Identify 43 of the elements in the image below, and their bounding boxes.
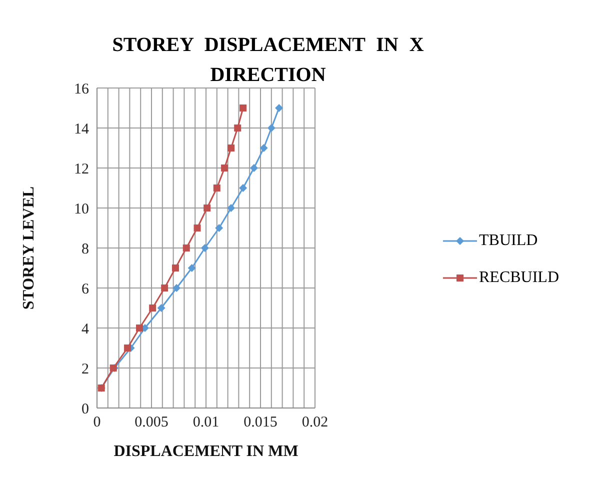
point: [213, 184, 220, 192]
point: [221, 164, 228, 172]
y-tick-label: 16: [74, 81, 90, 98]
x-tick-label: 0.02: [302, 414, 328, 431]
point: [215, 224, 224, 232]
point: [157, 304, 166, 312]
y-tick-label: 8: [82, 241, 89, 258]
y-tick-label: 2: [82, 361, 89, 378]
x-tick-label: 0.005: [134, 414, 168, 431]
y-tick-label: 4: [82, 321, 90, 338]
y-tick-label: 0: [82, 401, 89, 418]
chart-title: STOREY DISPLACEMENT IN X DIRECTION: [111, 33, 425, 88]
point: [149, 304, 156, 312]
point: [194, 224, 201, 232]
point: [136, 324, 144, 332]
point: [228, 144, 235, 152]
point: [260, 144, 268, 152]
point: [250, 164, 258, 172]
y-axis-title: STOREY LEVEL: [20, 186, 38, 310]
point: [172, 284, 181, 292]
point: [200, 244, 209, 252]
point: [204, 204, 211, 212]
x-tick-label: 0: [93, 414, 101, 431]
y-tick-label: 12: [74, 161, 89, 178]
y-tick-label: 10: [74, 201, 89, 218]
point: [234, 124, 242, 132]
y-tick-label: 6: [82, 281, 90, 298]
point: [188, 264, 196, 272]
point: [161, 284, 168, 292]
point: [275, 104, 284, 112]
point: [182, 244, 190, 252]
legend-label: TBUILD: [479, 232, 538, 250]
point: [267, 124, 276, 132]
point: [227, 204, 236, 212]
y-tick-label: 14: [74, 121, 90, 138]
x-tick-label: 0.01: [192, 414, 220, 431]
point: [124, 344, 132, 352]
point: [239, 184, 248, 192]
x-axis-title: DISPLACEMENT IN MM: [114, 443, 298, 460]
point: [172, 264, 179, 272]
point: [240, 104, 247, 112]
legend-label: RECBUILD: [479, 268, 559, 286]
x-tick-label: 0.015: [244, 414, 278, 431]
